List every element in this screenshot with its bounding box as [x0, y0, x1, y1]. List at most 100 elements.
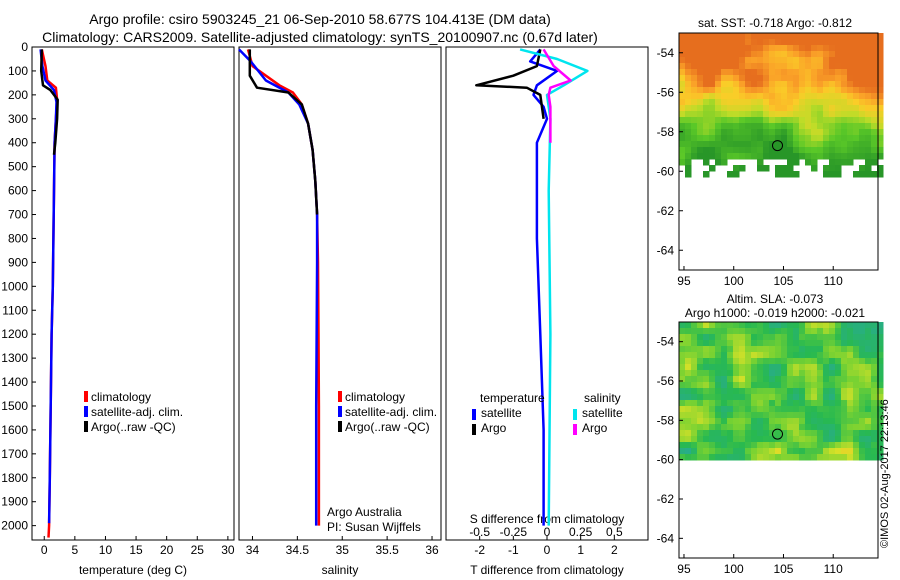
map-cell — [859, 358, 866, 365]
map-cell — [739, 382, 746, 389]
map-cell — [829, 69, 836, 76]
map-cell — [697, 63, 704, 70]
map-cell — [685, 81, 692, 88]
map-cell — [829, 147, 836, 154]
map-cell — [709, 322, 716, 329]
map-cell — [715, 418, 722, 425]
map-cell — [739, 436, 746, 443]
map-cell — [829, 328, 836, 335]
map-cell — [769, 93, 776, 100]
lon-tick-label: 110 — [824, 274, 843, 288]
map-cell — [781, 51, 788, 58]
map-cell — [715, 364, 722, 371]
map-cell — [859, 352, 866, 359]
map-cell — [841, 153, 848, 160]
map-cell — [853, 153, 860, 160]
map-cell — [721, 406, 728, 413]
map-cell — [709, 436, 716, 443]
map-cell — [691, 346, 698, 353]
map-cell — [709, 352, 716, 359]
map-cell — [763, 388, 770, 395]
lon-tick-label: 100 — [724, 562, 744, 576]
map-cell — [847, 370, 854, 377]
map-cell — [745, 129, 752, 136]
map-cell — [811, 51, 818, 58]
map-cell — [685, 400, 692, 407]
map-cell — [709, 400, 716, 407]
map-cell — [757, 135, 764, 142]
map-cell — [775, 322, 782, 329]
map-cell — [871, 436, 878, 443]
map-cell — [697, 442, 704, 449]
map-cell — [745, 376, 752, 383]
map-cell — [787, 442, 794, 449]
map-cell — [727, 147, 734, 154]
map-cell — [691, 430, 698, 437]
map-cell — [739, 322, 746, 329]
map-frame — [678, 321, 879, 559]
map-cell — [739, 358, 746, 365]
map-cell — [871, 340, 878, 347]
map-cell — [709, 418, 716, 425]
lat-tick-label: -62 — [657, 204, 675, 218]
map-cell — [763, 33, 770, 40]
map-cell — [841, 135, 848, 142]
map-cell — [715, 358, 722, 365]
map-cell — [739, 81, 746, 88]
map-cell — [727, 69, 734, 76]
map-cell — [775, 382, 782, 389]
map-cell — [697, 123, 704, 130]
map-cell — [871, 81, 878, 88]
map-cell — [709, 111, 716, 118]
map-cell — [805, 406, 812, 413]
map-cell — [793, 346, 800, 353]
map-cell — [703, 406, 710, 413]
map-cell — [727, 340, 734, 347]
map-cell — [877, 165, 884, 172]
map-cell — [877, 454, 884, 461]
map-cell — [835, 394, 842, 401]
map-cell — [679, 430, 686, 437]
map-cell — [721, 436, 728, 443]
map-cell — [703, 87, 710, 94]
map-cell — [871, 75, 878, 82]
map-cell — [769, 69, 776, 76]
map-cell — [685, 346, 692, 353]
map-cell — [835, 406, 842, 413]
map-cell — [757, 352, 764, 359]
map-cell — [847, 418, 854, 425]
map-cell — [763, 454, 770, 461]
map-cell — [787, 117, 794, 124]
map-cell — [727, 93, 734, 100]
map-cell — [787, 406, 794, 413]
map-cell — [709, 346, 716, 353]
map-cell — [817, 430, 824, 437]
map-cell — [859, 412, 866, 419]
map-cell — [787, 424, 794, 431]
map-cell — [835, 436, 842, 443]
map-cell — [787, 147, 794, 154]
map-cell — [715, 328, 722, 335]
map-cell — [799, 105, 806, 112]
map-cell — [859, 171, 866, 178]
map-cell — [679, 33, 686, 40]
map-cell — [751, 412, 758, 419]
map-cell — [787, 454, 794, 461]
map-cell — [817, 400, 824, 407]
map-cell — [877, 39, 884, 46]
map-cell — [769, 406, 776, 413]
map-cell — [775, 171, 782, 178]
map-cell — [733, 406, 740, 413]
map-cell — [847, 436, 854, 443]
map-cell — [715, 45, 722, 52]
map-cell — [793, 388, 800, 395]
map-cell — [865, 75, 872, 82]
map-cell — [865, 394, 872, 401]
map-cell — [877, 424, 884, 431]
map-cell — [739, 57, 746, 64]
map-cell — [721, 33, 728, 40]
map-cell — [727, 376, 734, 383]
map-cell — [769, 340, 776, 347]
map-cell — [817, 364, 824, 371]
map-cell — [877, 135, 884, 142]
